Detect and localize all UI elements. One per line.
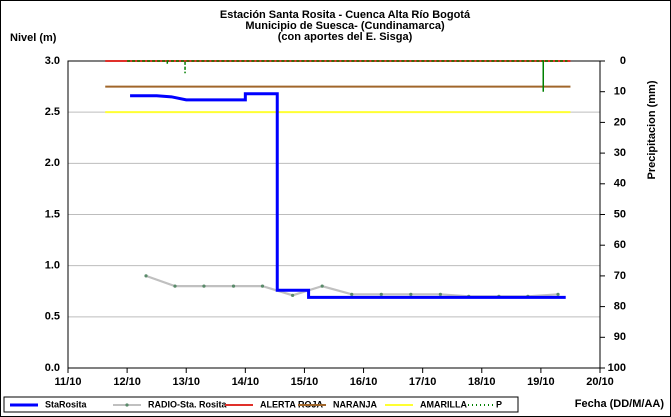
y2-tick-label: 70	[614, 270, 626, 282]
y-tick-label: 1.5	[45, 208, 60, 220]
series-line	[127, 60, 568, 92]
y-tick-label: 3.0	[45, 55, 60, 67]
series-line	[130, 92, 566, 299]
x-tick-label: 13/10	[172, 376, 200, 388]
y-tick-label: 2.5	[45, 106, 60, 118]
y-tick-label: 0.0	[45, 362, 60, 374]
y2-tick-label: 30	[614, 147, 626, 159]
chart-title: (con aportes del E. Sisga)	[278, 31, 413, 43]
series-marker	[173, 284, 177, 288]
x-axis-label: Fecha (DD/M/AA)	[575, 398, 665, 410]
series-marker	[556, 292, 560, 296]
y-tick-label: 0.5	[45, 311, 60, 323]
x-tick-label: 15/10	[291, 376, 319, 388]
x-tick-label: 14/10	[232, 376, 260, 388]
series-marker	[438, 292, 442, 296]
x-tick-label: 11/10	[55, 376, 82, 388]
x-tick-label: 18/10	[468, 376, 496, 388]
y2-tick-label: 80	[614, 301, 626, 313]
legend-label: ALERTA ROJA	[260, 399, 324, 409]
legend-box	[3, 396, 519, 413]
x-tick-label: 20/10	[586, 376, 614, 388]
series-marker	[231, 284, 236, 288]
legend-label: P	[496, 399, 502, 409]
x-tick-label: 19/10	[527, 376, 555, 388]
legend-label: RADIO-Sta. Rosita	[148, 399, 228, 409]
legend-label: StaRosita	[45, 399, 88, 409]
y2-tick-label: 100	[608, 362, 626, 374]
y-axis-label: Nivel (m)	[10, 32, 57, 44]
x-tick-label: 17/10	[409, 376, 437, 388]
chart-title: Municipio de Suesca- (Cundinamarca)	[245, 20, 445, 32]
legend-marker	[125, 403, 129, 407]
y2-tick-label: 40	[614, 178, 626, 190]
x-tick-label: 16/10	[350, 376, 378, 388]
series-marker	[144, 274, 148, 278]
y-tick-label: 1.0	[45, 260, 60, 272]
legend-label: AMARILLA	[420, 399, 467, 409]
chart-title: Estación Santa Rosita - Cuenca Alta Río …	[220, 9, 471, 21]
series-marker	[291, 293, 295, 297]
y2-tick-label: 50	[614, 208, 626, 220]
y2-tick-label: 10	[614, 86, 626, 98]
y2-tick-label: 0	[620, 55, 626, 67]
y2-tick-label: 20	[614, 116, 626, 128]
x-tick-label: 12/10	[113, 376, 141, 388]
y2-axis-label: Precipitacion (mm)	[646, 80, 658, 179]
y2-tick-label: 90	[614, 331, 626, 343]
series-marker	[202, 284, 206, 288]
series-marker	[409, 292, 413, 296]
legend-label: NARANJA	[333, 399, 378, 409]
series-marker	[260, 284, 265, 288]
series-marker	[320, 284, 324, 288]
series-marker	[379, 292, 383, 296]
series-marker	[350, 292, 354, 296]
y2-tick-label: 60	[614, 239, 626, 251]
y-tick-label: 2.0	[45, 157, 60, 169]
